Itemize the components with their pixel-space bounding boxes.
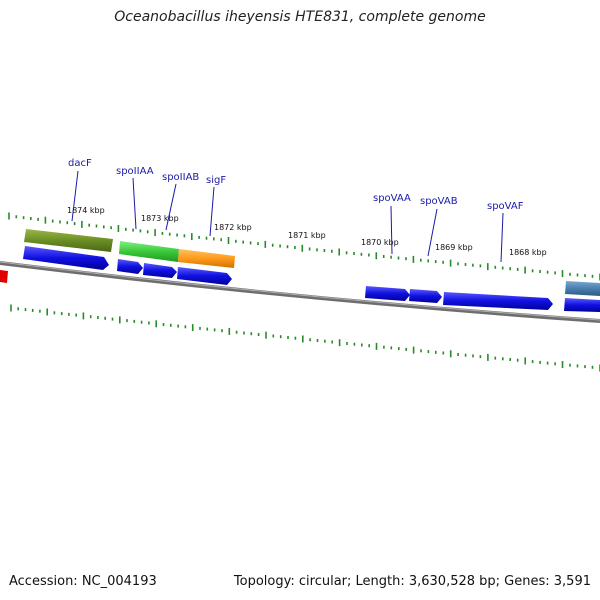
accession-label: Accession: NC_004193 [9, 574, 157, 589]
cds-arrow-spoIIAB [143, 263, 177, 278]
map-title: Oceanobacillus iheyensis HTE831, complet… [114, 9, 486, 25]
gene-label-spoVAA: spoVAA [373, 193, 411, 204]
scale-label-1873: 1873 kbp [141, 214, 179, 223]
scale-label-1872: 1872 kbp [214, 223, 252, 232]
cds-arrow-spoIIAA [117, 259, 143, 274]
cds-arrow-edge [564, 298, 600, 312]
scale-label-1874: 1874 kbp [67, 206, 105, 215]
feature-edge [565, 281, 600, 296]
feature-dacF [24, 229, 113, 252]
scale-label-1869: 1869 kbp [435, 243, 473, 252]
genome-backbone [0, 261, 600, 323]
gene-label-spoIIAB: spoIIAB [162, 172, 199, 183]
inner-tick-ring [10, 304, 600, 372]
cds-arrow-sigF [177, 267, 232, 285]
scale-label-1868: 1868 kbp [509, 248, 547, 257]
genome-backbone-highlight [0, 261, 600, 321]
gene-label-dacF: dacF [68, 158, 92, 169]
scale-label-1870: 1870 kbp [361, 238, 399, 247]
genome-summary: Topology: circular; Length: 3,630,528 bp… [233, 574, 591, 589]
edge-marker [0, 270, 8, 283]
outer-tick-ring [8, 212, 600, 281]
gene-leader-lines [71, 170, 504, 263]
gene-label-sigF: sigF [206, 175, 226, 186]
cds-arrow-spoVAF [443, 292, 553, 310]
cds-arrow-spoVAB [409, 289, 442, 303]
gene-label-spoIIAA: spoIIAA [116, 166, 154, 177]
scale-label-1871: 1871 kbp [288, 231, 326, 240]
gene-label-spoVAF: spoVAF [487, 201, 524, 212]
cds-arrow-spoVAA [365, 286, 410, 301]
gene-label-spoVAB: spoVAB [420, 196, 458, 207]
cds-arrow-dacF [23, 246, 109, 270]
feature-sigF [178, 249, 235, 268]
feature-spoIIAA [119, 241, 179, 262]
